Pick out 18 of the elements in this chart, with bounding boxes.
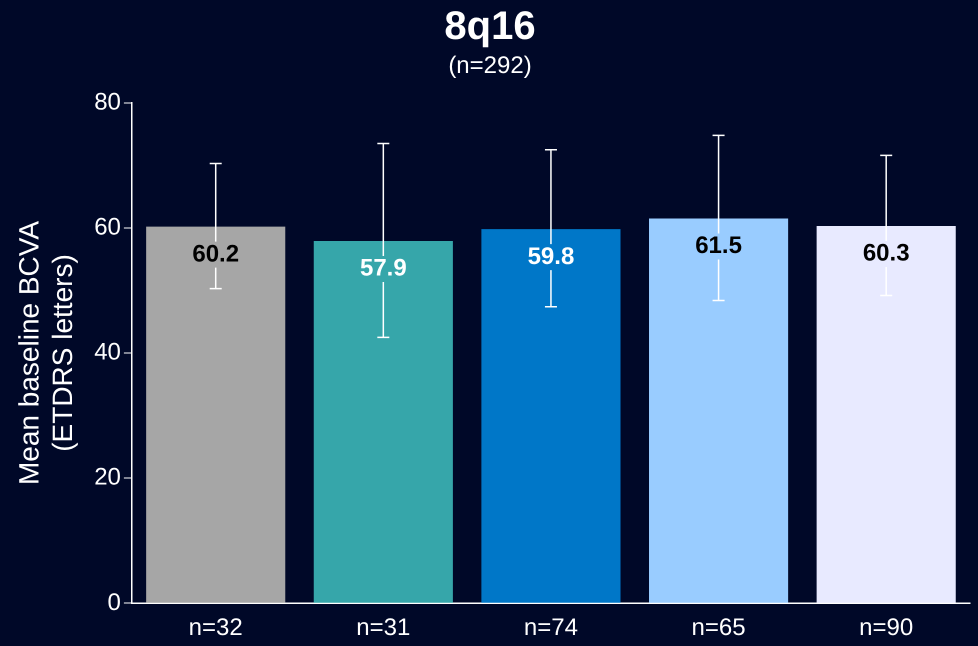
- y-tick-label: 20: [94, 464, 121, 491]
- data-label: 61.5: [695, 232, 742, 260]
- x-tick-label: n=65: [692, 614, 746, 642]
- data-label: 60.2: [192, 240, 240, 268]
- data-label: 57.9: [360, 254, 407, 282]
- x-tick-label: n=32: [188, 614, 243, 642]
- y-tick-label: 40: [94, 338, 121, 366]
- chart-subtitle: (n=292): [448, 52, 532, 80]
- x-tick-label: n=74: [524, 614, 578, 642]
- y-axis-title: Mean baseline BCVA (ETDRS letters): [14, 220, 78, 486]
- data-label: 60.3: [862, 240, 910, 267]
- y-tick-label: 0: [108, 588, 121, 616]
- y-tick-label: 60: [94, 214, 121, 241]
- data-label: 59.8: [528, 242, 574, 270]
- x-tick-label: n=90: [859, 614, 914, 642]
- y-tick-label: 80: [94, 88, 121, 116]
- x-tick-label: n=31: [356, 614, 410, 642]
- chart-title: 8q16: [444, 4, 536, 48]
